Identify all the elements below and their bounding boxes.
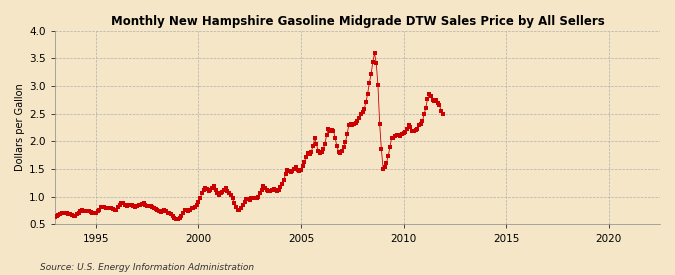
Title: Monthly New Hampshire Gasoline Midgrade DTW Sales Price by All Sellers: Monthly New Hampshire Gasoline Midgrade … — [111, 15, 604, 28]
Text: Source: U.S. Energy Information Administration: Source: U.S. Energy Information Administ… — [40, 263, 254, 272]
Y-axis label: Dollars per Gallon: Dollars per Gallon — [15, 84, 25, 171]
